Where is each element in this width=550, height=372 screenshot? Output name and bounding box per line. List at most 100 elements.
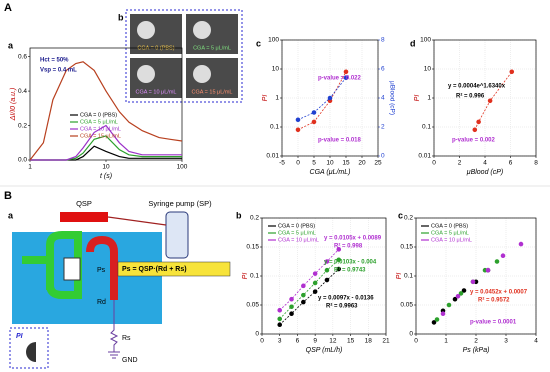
x-tick-label: 3 (504, 338, 508, 345)
y-tick-label: 1 (427, 95, 431, 102)
data-point (476, 119, 481, 125)
inset-droplet (26, 342, 36, 362)
data-point (336, 247, 342, 252)
data-point (312, 289, 318, 294)
y-tick-label: 0.2 (18, 122, 27, 129)
annotation: Hct = 50% (40, 58, 69, 64)
image-label: CGA = 15 μL/mL (192, 89, 233, 95)
data-point (289, 311, 294, 317)
x-tick-label: 10 (102, 164, 110, 171)
pump-label: Syringe pump (SP) (148, 199, 212, 208)
data-point (324, 277, 330, 283)
panel-label: c (256, 38, 261, 48)
x-tick-label: 0 (260, 338, 264, 345)
plot-frame (433, 39, 537, 157)
data-point (434, 317, 440, 322)
panel-label: b (236, 210, 242, 220)
legend-label: CGA = 10 μL/mL (278, 237, 319, 243)
ground-label: GND (122, 357, 138, 364)
x-tick-label: 6 (509, 160, 513, 167)
annotation: R² = 0.9963 (326, 303, 358, 310)
y-tick-label: 10 (424, 66, 432, 73)
plot-frame (261, 217, 387, 335)
data-point (312, 271, 318, 276)
y-tick-label: 0.15 (400, 244, 413, 251)
x-tick-label: 5 (312, 160, 316, 167)
annotation: y = 0.0097x - 0.0136 (318, 296, 374, 302)
series-line (279, 268, 340, 325)
electrode (63, 257, 81, 281)
y2-tick-label: 0 (381, 153, 385, 160)
series-line (474, 71, 513, 130)
x-tick-label: -5 (279, 160, 285, 167)
data-point (461, 288, 467, 293)
data-point (494, 259, 500, 264)
legend-label: CGA = 5 μL/mL (431, 230, 469, 236)
annotation: R² = 0.996 (456, 93, 485, 100)
y-tick-label: 1 (275, 95, 279, 102)
x-axis-label: QSP (mL/h) (306, 347, 343, 354)
data-point (295, 117, 301, 123)
legend-label: CGA = 10 μL/mL (431, 237, 472, 243)
annotation: y = 0.0105x + 0.0089 (324, 236, 382, 242)
plot-frame (415, 217, 537, 335)
panel-label: A (4, 2, 12, 14)
x-tick-label: 15 (342, 160, 350, 167)
tube (107, 216, 167, 226)
panel-label: c (398, 210, 403, 220)
legend-label: CGA = 5 μL/mL (278, 230, 316, 236)
series-line (29, 61, 183, 161)
annotation: p-value = 0.018 (318, 138, 362, 144)
y-tick-label: 0.01 (266, 153, 279, 160)
inset-frame (9, 327, 49, 369)
x-tick-label: 9 (313, 338, 317, 345)
panel-label: a (8, 210, 14, 220)
y-axis-label: PI (414, 95, 421, 102)
x-tick-label: 20 (358, 160, 366, 167)
data-point (509, 69, 515, 75)
data-point (446, 302, 452, 308)
legend-label: CGA = 0 (PBS) (80, 112, 117, 118)
plot-frame (29, 47, 183, 161)
y-tick-label: 100 (268, 37, 279, 44)
data-point (440, 311, 446, 317)
x-tick-label: 100 (177, 164, 188, 171)
data-point (452, 296, 458, 302)
annotation: y = 0.0004e^1.6340x (448, 84, 506, 90)
y-tick-label: 0.1 (422, 124, 431, 131)
diagram: QSP Syringe pump (SP) Ps Rd Rs GND Ps = … (9, 199, 231, 369)
x-tick-label: 1 (444, 338, 448, 345)
image-label: CGA = 5 μL/mL (193, 45, 231, 51)
x-tick-label: 6 (296, 338, 300, 345)
data-point (487, 98, 493, 104)
x-tick-label: 0 (296, 160, 300, 167)
data-point (343, 75, 349, 80)
data-point (336, 257, 342, 263)
y-axis-label: PI (242, 273, 249, 280)
y-tick-label: 0 (409, 331, 413, 338)
data-point (301, 283, 306, 289)
y-tick-label: 0.1 (250, 273, 259, 280)
pressure-label: Ps (97, 267, 106, 274)
annotation: y = 0.0103x - 0.004 (324, 260, 377, 266)
syringe-pump (165, 211, 189, 259)
y-axis-label: PI (262, 95, 269, 102)
droplet (193, 21, 211, 39)
image-label: CGA = 10 μL/mL (136, 89, 177, 95)
image-frame (125, 9, 243, 103)
y2-tick-label: 4 (381, 95, 385, 102)
y-tick-label: 0.6 (18, 53, 27, 60)
x-axis-label: t (s) (100, 173, 112, 180)
data-point (324, 267, 330, 273)
annotation: p-value = 0.002 (452, 138, 496, 144)
series-line (297, 77, 347, 121)
y-tick-label: 100 (420, 37, 431, 44)
legend-label: CGA = 0 (PBS) (431, 223, 468, 229)
data-point (277, 316, 283, 322)
x-tick-label: 21 (382, 338, 390, 345)
y2-tick-label: 6 (381, 66, 385, 73)
data-point (295, 127, 301, 133)
image-label: CGA = 0 (PBS) (137, 45, 174, 51)
